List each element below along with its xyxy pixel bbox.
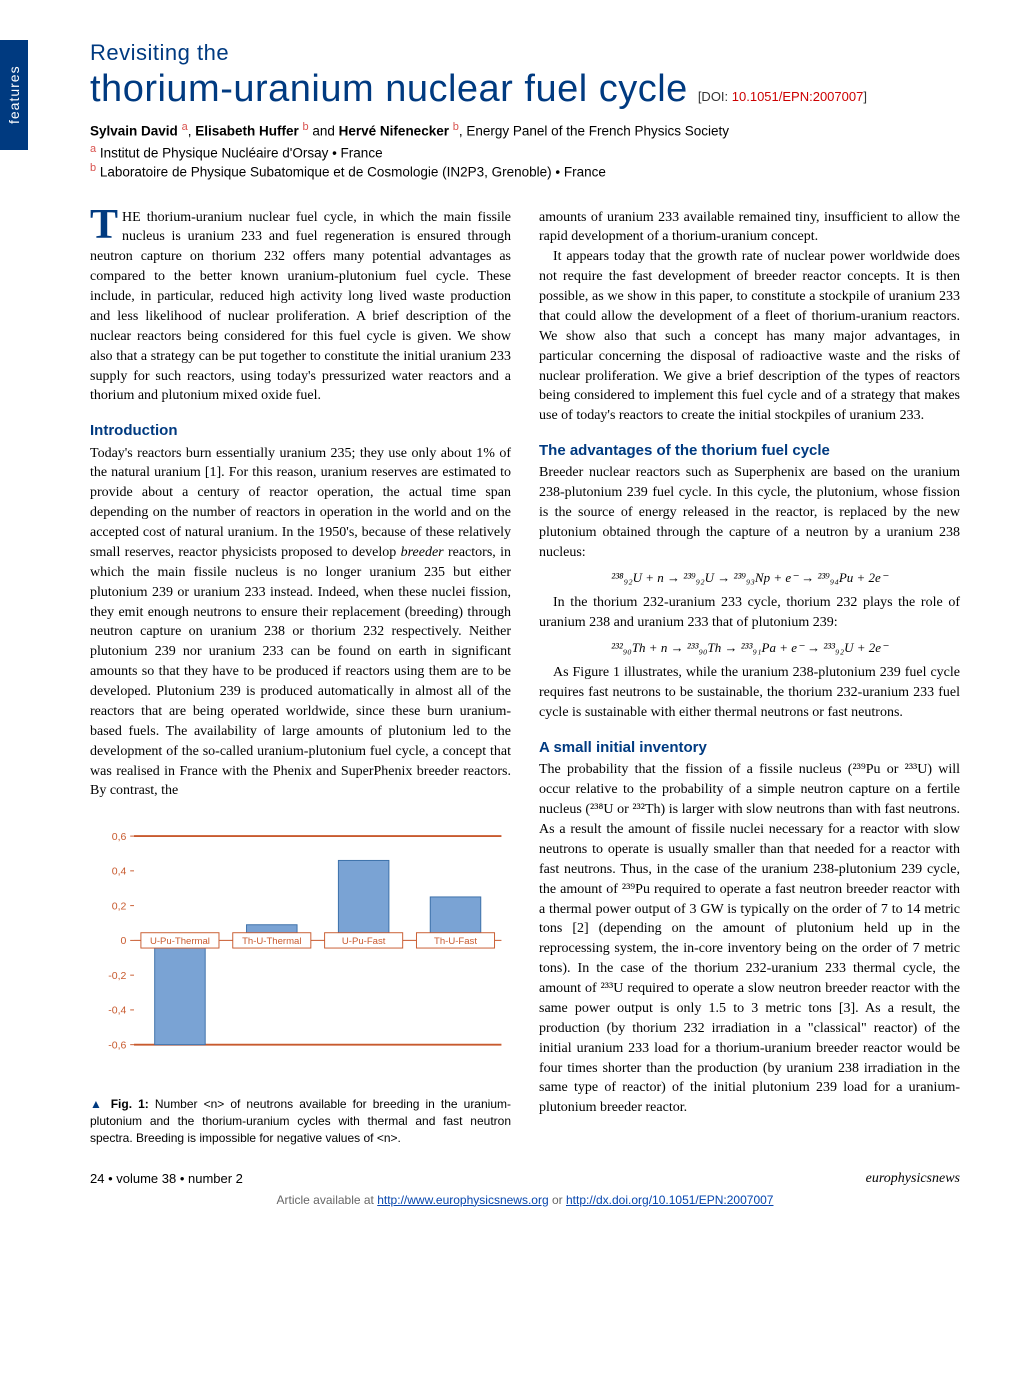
avail-link-1[interactable]: http://www.europhysicsnews.org	[377, 1193, 548, 1207]
section-advantages: The advantages of the thorium fuel cycle	[539, 440, 960, 461]
affiliation-b: b Laboratoire de Physique Subatomique et…	[90, 162, 960, 180]
footer-left: 24 • volume 38 • number 2	[90, 1171, 243, 1186]
adv-paragraph-3: As Figure 1 illustrates, while the urani…	[539, 663, 960, 723]
figure-1: -0,6 -0,4 -0,2 0 0,2 0,4 0,6 U-Pu-Thermal Th-U-T…	[90, 819, 511, 1146]
availability: Article available at http://www.europhys…	[90, 1193, 960, 1207]
footer-right: europhysicsnews	[866, 1171, 960, 1187]
intro-paragraph: Today's reactors burn essentially uraniu…	[90, 444, 511, 802]
svg-text:-0,2: -0,2	[108, 970, 126, 982]
column-right: amounts of uranium 233 available remaine…	[539, 208, 960, 1147]
svg-text:-0,6: -0,6	[108, 1040, 126, 1052]
svg-text:U-Pu-Fast: U-Pu-Fast	[342, 937, 386, 948]
svg-text:U-Pu-Thermal: U-Pu-Thermal	[150, 937, 210, 948]
svg-text:0,2: 0,2	[112, 901, 127, 913]
side-tab: features	[0, 40, 28, 150]
adv-paragraph-1: Breeder nuclear reactors such as Superph…	[539, 463, 960, 562]
para-continue-2: It appears today that the growth rate of…	[539, 247, 960, 426]
svg-text:0,6: 0,6	[112, 831, 127, 843]
page-title: thorium-uranium nuclear fuel cycle	[90, 68, 688, 111]
equation-1: ²³⁸₉₂U + n → ²³⁹₉₂U → ²³⁹₉₃Np + e⁻ → ²³⁹…	[539, 569, 960, 587]
svg-text:0: 0	[120, 936, 126, 948]
equation-2: ²³²₉₀Th + n → ²³³₉₀Th → ²³³₉₁Pa + e⁻ → ²…	[539, 639, 960, 657]
kicker: Revisiting the	[90, 40, 960, 66]
small-paragraph: The probability that the fission of a fi…	[539, 760, 960, 1118]
avail-link-2[interactable]: http://dx.doi.org/10.1051/EPN:2007007	[566, 1193, 774, 1207]
doi: [DOI: 10.1051/EPN:2007007]	[698, 89, 867, 104]
doi-link[interactable]: 10.1051/EPN:2007007	[732, 89, 864, 104]
svg-text:Th-U-Thermal: Th-U-Thermal	[242, 937, 301, 948]
abstract-paragraph: THE thorium-uranium nuclear fuel cycle, …	[90, 208, 511, 407]
section-introduction: Introduction	[90, 420, 511, 441]
figure-caption: ▲ Fig. 1: Number <n> of neutrons availab…	[90, 1096, 511, 1146]
adv-paragraph-2: In the thorium 232-uranium 233 cycle, th…	[539, 593, 960, 633]
page-footer: 24 • volume 38 • number 2 europhysicsnew…	[90, 1171, 960, 1187]
authors-line: Sylvain David a, Elisabeth Huffer b and …	[90, 121, 960, 139]
svg-text:0,4: 0,4	[112, 866, 127, 878]
column-left: THE thorium-uranium nuclear fuel cycle, …	[90, 208, 511, 1147]
affiliation-a: a Institut de Physique Nucléaire d'Orsay…	[90, 143, 960, 161]
figure-chart: -0,6 -0,4 -0,2 0 0,2 0,4 0,6 U-Pu-Thermal Th-U-T…	[90, 819, 511, 1079]
section-small-inventory: A small initial inventory	[539, 737, 960, 758]
para-continue-1: amounts of uranium 233 available remaine…	[539, 208, 960, 248]
svg-text:Th-U-Fast: Th-U-Fast	[434, 937, 477, 948]
svg-text:-0,4: -0,4	[108, 1005, 126, 1017]
